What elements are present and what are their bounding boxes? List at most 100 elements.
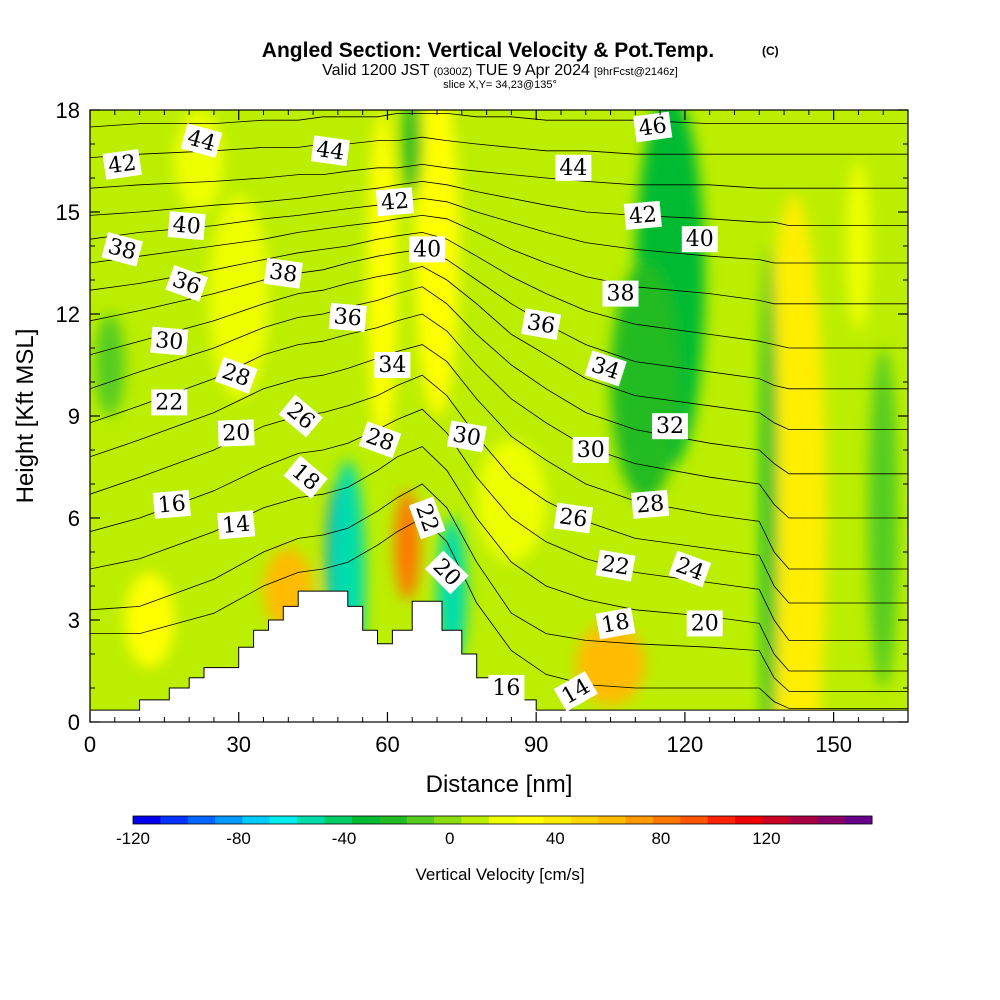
- contour-label-text: 44: [559, 156, 587, 181]
- contour-label-text: 42: [380, 189, 410, 216]
- contour-label-text: 16: [157, 491, 187, 518]
- contour-label-box: [217, 510, 256, 540]
- colorbar-swatch: [187, 816, 216, 824]
- contour-label-box: [180, 123, 223, 158]
- contour-label-box: [446, 420, 487, 453]
- contour-label-box: [584, 350, 627, 387]
- contour-label-text: 20: [691, 611, 719, 636]
- colorbar-swatch: [215, 816, 243, 824]
- contour-label-box: [152, 489, 191, 519]
- colorbar-swatch: [735, 816, 764, 824]
- theta-contour-16: [90, 483, 908, 692]
- contour-label: 22: [151, 389, 188, 416]
- contour-label: 42: [623, 200, 662, 230]
- contour-label: 44: [180, 123, 223, 158]
- valid-time-line: Valid 1200 JST (0300Z) TUE 9 Apr 2024 [9hrF…: [322, 62, 678, 79]
- colorbar-swatch: [570, 816, 599, 824]
- x-tick-label: 30: [226, 732, 250, 757]
- velocity-feature: [367, 110, 398, 450]
- contour-label-box: [409, 236, 446, 263]
- contour-label-box: [602, 280, 639, 307]
- y-tick-label: 6: [68, 506, 80, 531]
- theta-contour-22: [90, 374, 908, 604]
- contour-label: 22: [408, 496, 446, 540]
- theta-contour-34: [90, 231, 908, 349]
- theta-contour-36: [90, 214, 908, 305]
- contour-label-text: 38: [268, 259, 299, 288]
- contour-label-text: 14: [221, 512, 251, 539]
- x-tick-label: 120: [667, 732, 704, 757]
- contour-label: 44: [555, 154, 592, 181]
- contour-label-text: 28: [635, 491, 665, 518]
- contour-label-text: 22: [599, 551, 631, 580]
- colorbar-swatch: [817, 816, 846, 824]
- colorbar-swatch: [789, 816, 818, 824]
- x-tick-label: 60: [375, 732, 399, 757]
- contour-label-box: [631, 489, 670, 519]
- contour-label: 16: [488, 675, 525, 701]
- y-tick-label: 15: [56, 200, 80, 225]
- contour-label-box: [633, 111, 673, 143]
- velocity-feature: [402, 110, 423, 195]
- colorbar-swatch: [434, 816, 462, 824]
- contour-label-text: 30: [154, 328, 184, 355]
- contour-label-text: 22: [155, 390, 183, 415]
- contour-label-box: [553, 502, 594, 534]
- contour-label: 30: [572, 437, 609, 463]
- contour-label-text: 36: [333, 304, 363, 331]
- contour-label: 28: [631, 489, 670, 519]
- theta-contour-30: [90, 265, 908, 430]
- contour-label: 40: [409, 236, 446, 263]
- contour-label-text: 26: [558, 504, 589, 533]
- theta-contour-14: [90, 517, 908, 709]
- terrain-profile: [90, 590, 908, 722]
- chart-title-mark: (C): [762, 44, 779, 58]
- contour-label-box: [358, 421, 402, 459]
- chart-title-block: Angled Section: Vertical Velocity & Pot.…: [262, 39, 779, 91]
- x-tick-label: 90: [524, 732, 548, 757]
- theta-contour-18: [90, 446, 908, 672]
- colorbar-swatch: [707, 816, 736, 824]
- contour-label: 46: [633, 111, 673, 143]
- x-axis-title: Distance [nm]: [426, 771, 573, 798]
- contour-label-text: 32: [656, 414, 684, 439]
- contour-label-box: [101, 232, 143, 267]
- contour-label-text: 34: [378, 353, 406, 378]
- contour-label-text: 40: [172, 212, 202, 239]
- contour-label-box: [424, 550, 469, 595]
- contour-label: 42: [375, 187, 414, 217]
- contour-label: 26: [553, 502, 594, 534]
- contour-label: 34: [374, 352, 411, 378]
- colorbar-swatch: [297, 816, 326, 824]
- contour-label-text: 30: [451, 422, 483, 451]
- contour-label-box: [328, 302, 367, 332]
- velocity-feature: [761, 246, 778, 722]
- colorbar-swatch: [324, 816, 353, 824]
- y-tick-label: 12: [56, 302, 80, 327]
- contour-label-box: [686, 610, 723, 637]
- contour-label: 30: [446, 420, 487, 453]
- theta-contour-24: [90, 344, 908, 570]
- colorbar-frame: [132, 815, 873, 825]
- y-axis-title: Height [Kft MSL]: [12, 329, 39, 504]
- colorbar-swatch: [844, 816, 873, 824]
- contour-label-box: [214, 356, 258, 394]
- contour-label-text: 40: [686, 227, 714, 252]
- forecast-info: [9hrFcst@2146z]: [594, 66, 678, 78]
- y-tick-label: 3: [68, 608, 80, 633]
- contour-label-text: 46: [637, 113, 668, 142]
- contour-label-box: [165, 265, 209, 302]
- contour-label-box: [283, 455, 328, 499]
- colorbar-tick-label: -40: [332, 829, 357, 848]
- contour-label-box: [217, 419, 255, 447]
- contour-label-box: [375, 187, 414, 217]
- contour-label: 42: [102, 149, 142, 180]
- colorbar-swatch: [543, 816, 572, 824]
- contour-label-box: [278, 394, 323, 438]
- contour-label-text: 30: [577, 438, 605, 463]
- contour-label-box: [595, 607, 636, 640]
- contour-label-box: [151, 389, 188, 416]
- contour-label-text: 44: [315, 137, 346, 166]
